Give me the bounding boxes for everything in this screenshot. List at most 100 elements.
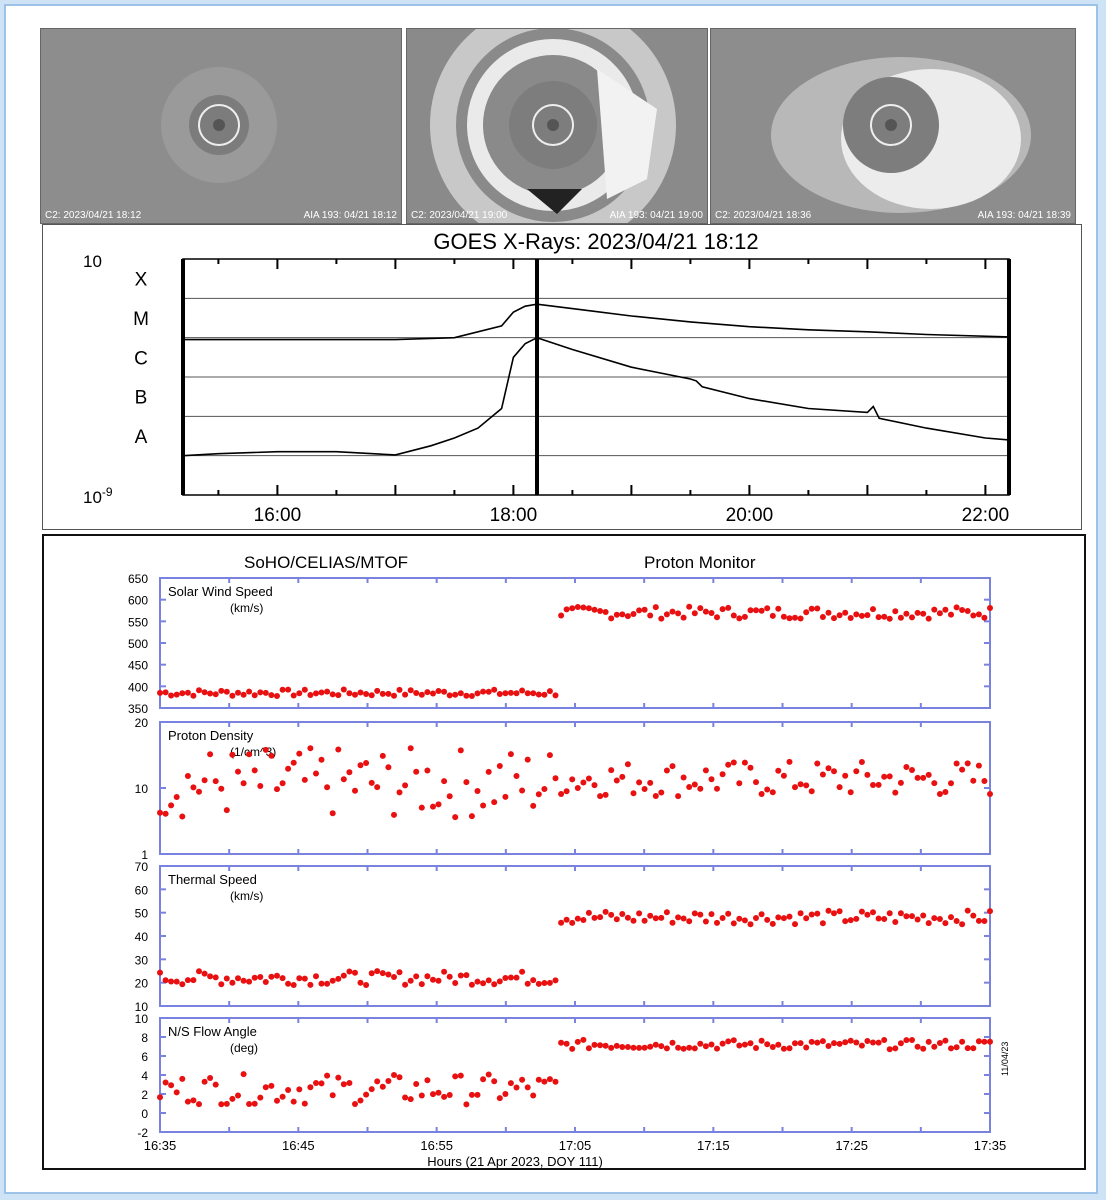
- proton-data-point: [240, 1071, 247, 1078]
- proton-data-point: [864, 1038, 871, 1044]
- proton-data-point: [948, 611, 954, 618]
- proton-data-point: [964, 1045, 971, 1052]
- proton-data-point: [340, 776, 347, 783]
- goes-xray-chart: GOES X-Rays: 2023/04/21 18:12XMCBA10-310…: [42, 224, 1082, 530]
- proton-data-point: [229, 1095, 236, 1102]
- proton-data-point: [808, 911, 815, 918]
- proton-data-point: [647, 912, 654, 919]
- proton-panel-unit: (km/s): [230, 601, 263, 615]
- proton-data-point: [686, 603, 693, 610]
- proton-data-point: [201, 777, 208, 784]
- proton-data-point: [196, 968, 202, 975]
- proton-data-point: [162, 1079, 169, 1086]
- proton-data-point: [363, 982, 370, 988]
- proton-data-point: [519, 787, 526, 794]
- proton-data-point: [558, 612, 565, 619]
- proton-y-tick-label: 10: [135, 1000, 149, 1014]
- proton-data-point: [396, 686, 403, 693]
- proton-data-point: [981, 918, 988, 924]
- proton-data-point: [775, 1041, 782, 1048]
- proton-data-point: [708, 1041, 715, 1048]
- proton-data-point: [730, 612, 737, 619]
- proton-data-point: [725, 604, 732, 611]
- proton-data-point: [864, 612, 871, 619]
- proton-data-point: [870, 782, 876, 788]
- proton-data-point: [630, 611, 637, 617]
- proton-data-point: [274, 972, 280, 979]
- proton-data-point: [396, 789, 403, 796]
- proton-data-point: [212, 778, 219, 785]
- proton-data-point: [468, 813, 475, 820]
- proton-data-point: [936, 791, 943, 797]
- proton-data-point: [697, 911, 704, 918]
- proton-data-point: [691, 910, 698, 917]
- proton-data-point: [357, 689, 364, 696]
- proton-y-tick-label: 70: [135, 860, 149, 874]
- proton-data-point: [552, 1078, 559, 1085]
- proton-data-point: [340, 686, 347, 693]
- proton-data-point: [391, 1072, 397, 1078]
- proton-data-point: [591, 1041, 598, 1048]
- proton-data-point: [964, 608, 971, 614]
- proton-panel-unit: (deg): [230, 1041, 258, 1055]
- proton-data-point: [641, 606, 648, 613]
- proton-data-point: [797, 781, 804, 788]
- proton-data-point: [730, 759, 737, 766]
- proton-data-point: [402, 782, 409, 789]
- proton-data-point: [385, 690, 392, 697]
- proton-data-point: [814, 760, 821, 767]
- proton-data-point: [346, 968, 353, 975]
- proton-data-point: [290, 759, 297, 766]
- proton-data-point: [764, 1041, 771, 1048]
- proton-data-point: [758, 791, 765, 797]
- image-3-caption-right: AIA 193: 04/21 18:39: [977, 210, 1071, 221]
- proton-data-point: [925, 1038, 932, 1045]
- proton-data-point: [246, 688, 253, 695]
- proton-data-point: [318, 1080, 325, 1087]
- proton-data-point: [870, 909, 876, 916]
- proton-data-point: [207, 690, 214, 697]
- proton-data-point: [619, 611, 626, 618]
- proton-data-point: [368, 692, 375, 699]
- proton-data-point: [909, 913, 915, 920]
- proton-data-point: [647, 779, 654, 786]
- proton-data-point: [853, 915, 860, 922]
- proton-data-point: [914, 609, 921, 616]
- proton-data-point: [736, 1042, 743, 1049]
- proton-data-point: [296, 750, 303, 757]
- proton-data-point: [513, 974, 520, 981]
- proton-data-point: [630, 1044, 637, 1051]
- proton-data-point: [808, 1038, 815, 1045]
- proton-data-point: [975, 762, 982, 769]
- proton-data-point: [246, 751, 253, 758]
- proton-data-point: [374, 1078, 381, 1085]
- proton-data-point: [836, 1040, 843, 1047]
- proton-data-point: [736, 780, 743, 787]
- proton-data-point: [541, 691, 548, 698]
- proton-data-point: [669, 608, 676, 615]
- proton-data-point: [825, 1043, 832, 1049]
- proton-data-point: [881, 773, 888, 780]
- proton-data-point: [513, 773, 520, 779]
- proton-data-point: [207, 1075, 214, 1081]
- proton-data-point: [847, 789, 854, 796]
- proton-data-point: [285, 765, 292, 772]
- proton-data-point: [942, 789, 949, 795]
- proton-data-point: [246, 1101, 253, 1107]
- proton-data-point: [613, 777, 620, 784]
- proton-data-point: [858, 759, 865, 765]
- proton-data-point: [792, 921, 798, 928]
- proton-data-point: [725, 910, 732, 917]
- proton-data-point: [569, 1045, 576, 1052]
- proton-data-point: [162, 689, 169, 696]
- proton-data-point: [624, 613, 631, 620]
- proton-data-point: [597, 914, 604, 921]
- proton-data-point: [563, 916, 570, 923]
- proton-data-point: [797, 615, 804, 622]
- proton-data-point: [430, 976, 436, 983]
- proton-data-point: [914, 774, 921, 781]
- proton-data-point: [920, 610, 927, 617]
- proton-data-point: [524, 690, 531, 697]
- proton-data-point: [714, 919, 720, 926]
- image-1-caption-right: AIA 193: 04/21 18:12: [303, 210, 397, 221]
